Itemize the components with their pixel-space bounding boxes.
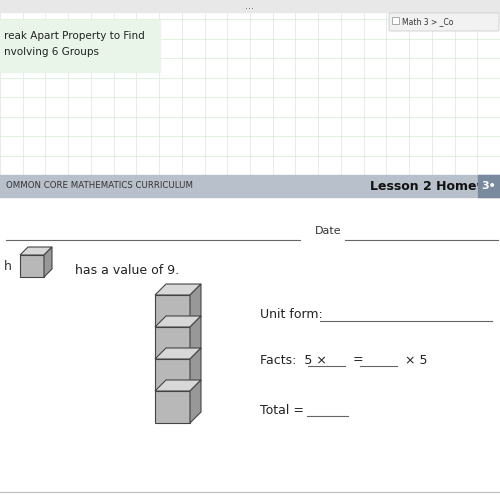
Text: =: = [353, 354, 364, 366]
Bar [0, 197, 500, 500]
Text: Math 3 > _Co: Math 3 > _Co [402, 18, 454, 26]
Polygon shape [155, 316, 201, 327]
Polygon shape [155, 391, 190, 423]
Text: reak Apart Property to Find: reak Apart Property to Find [4, 31, 145, 41]
Text: h: h [4, 260, 12, 272]
Polygon shape [155, 295, 190, 327]
Text: Facts:  5 ×: Facts: 5 × [260, 354, 327, 366]
Polygon shape [20, 247, 52, 255]
Bar [0, 175, 500, 197]
Text: Lesson 2 Homework: Lesson 2 Homework [370, 180, 500, 192]
Polygon shape [190, 284, 201, 327]
Polygon shape [190, 380, 201, 423]
Text: has a value of 9.: has a value of 9. [75, 264, 179, 276]
Bar [392, 17, 399, 24]
Text: OMMON CORE MATHEMATICS CURRICULUM: OMMON CORE MATHEMATICS CURRICULUM [6, 182, 193, 190]
Polygon shape [20, 255, 44, 277]
Bar [0, 0, 500, 12]
Bar [0, 20, 160, 72]
Polygon shape [155, 348, 201, 359]
FancyBboxPatch shape [389, 13, 499, 31]
Bar [478, 175, 500, 197]
Polygon shape [44, 247, 52, 277]
Text: 3•: 3• [482, 181, 496, 191]
Polygon shape [155, 327, 190, 359]
Text: Unit form:: Unit form: [260, 308, 323, 322]
Text: Total =: Total = [260, 404, 304, 416]
Text: nvolving 6 Groups: nvolving 6 Groups [4, 47, 99, 57]
Polygon shape [155, 359, 190, 391]
Text: × 5: × 5 [405, 354, 427, 366]
Polygon shape [155, 284, 201, 295]
Text: Date: Date [315, 226, 342, 236]
Polygon shape [155, 380, 201, 391]
Polygon shape [190, 348, 201, 391]
Text: ...: ... [246, 1, 254, 11]
Polygon shape [190, 316, 201, 359]
